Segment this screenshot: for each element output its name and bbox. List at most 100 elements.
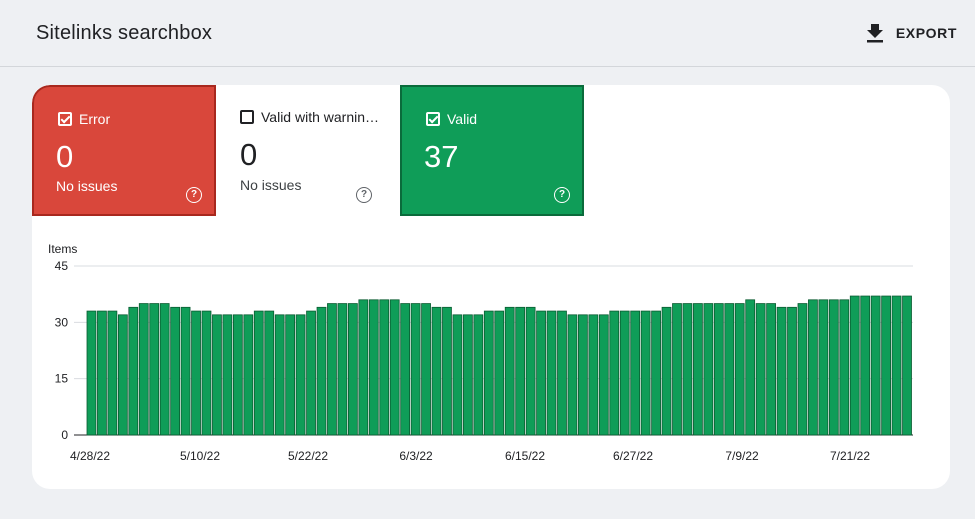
- chart-bar[interactable]: [295, 314, 306, 436]
- chart-bar[interactable]: [682, 303, 693, 436]
- chart-bar[interactable]: [389, 299, 400, 436]
- chart-bar[interactable]: [264, 310, 275, 436]
- checkbox-checked-icon[interactable]: [58, 112, 72, 126]
- x-tick-label: 6/3/22: [399, 449, 433, 463]
- chart-bar[interactable]: [661, 306, 672, 436]
- chart-bar[interactable]: [191, 310, 201, 436]
- chart-bar[interactable]: [232, 314, 243, 436]
- chart-bar[interactable]: [400, 303, 411, 436]
- chart-bar[interactable]: [567, 314, 578, 436]
- tile-valid[interactable]: Valid 37 ?: [400, 85, 584, 216]
- chart-bar[interactable]: [734, 303, 745, 436]
- chart-bar[interactable]: [421, 303, 431, 436]
- chart-bar[interactable]: [368, 299, 379, 436]
- chart-bar[interactable]: [274, 314, 285, 436]
- chart-bar[interactable]: [452, 314, 463, 436]
- chart-bar[interactable]: [180, 306, 191, 436]
- chart-bar[interactable]: [557, 310, 567, 436]
- chart-bar[interactable]: [839, 299, 850, 436]
- chart-bar[interactable]: [337, 303, 348, 436]
- chart-bar[interactable]: [494, 310, 505, 436]
- chart-bar[interactable]: [609, 310, 620, 436]
- chart-bar[interactable]: [745, 299, 756, 436]
- help-icon[interactable]: ?: [186, 187, 202, 203]
- export-button[interactable]: EXPORT: [866, 22, 957, 44]
- chart-bar[interactable]: [598, 314, 609, 436]
- chart-bar[interactable]: [463, 314, 473, 436]
- chart-bar[interactable]: [808, 299, 818, 436]
- chart-bar[interactable]: [243, 314, 254, 436]
- checkbox-unchecked-icon[interactable]: [240, 110, 254, 124]
- chart-bar[interactable]: [316, 306, 327, 436]
- tile-valid-with-warnings[interactable]: Valid with warnin… 0 No issues ?: [216, 85, 400, 216]
- chart-bar[interactable]: [619, 310, 630, 436]
- chart-bar[interactable]: [525, 306, 536, 436]
- chart-bar[interactable]: [870, 295, 881, 436]
- chart-bar[interactable]: [473, 314, 484, 436]
- chart-bar[interactable]: [379, 299, 390, 436]
- chart-bar[interactable]: [170, 306, 181, 436]
- chart-bar[interactable]: [107, 310, 118, 436]
- chart-bar[interactable]: [818, 299, 829, 436]
- chart-bar[interactable]: [546, 310, 557, 436]
- checkbox-checked-icon[interactable]: [426, 112, 440, 126]
- chart-bar[interactable]: [358, 299, 369, 436]
- chart-bar[interactable]: [630, 310, 641, 436]
- chart-bar[interactable]: [253, 310, 264, 436]
- chart-bar[interactable]: [410, 303, 421, 436]
- help-icon[interactable]: ?: [554, 187, 570, 203]
- chart-bar[interactable]: [138, 303, 149, 436]
- chart-bar[interactable]: [891, 295, 902, 436]
- chart-bar[interactable]: [713, 303, 724, 436]
- tile-valid-count: 37: [424, 139, 459, 174]
- x-tick-label: 6/27/22: [613, 449, 653, 463]
- chart-bar[interactable]: [703, 303, 714, 436]
- chart-bar[interactable]: [797, 303, 808, 436]
- help-icon[interactable]: ?: [356, 187, 372, 203]
- chart-bar[interactable]: [672, 303, 682, 436]
- chart-bar[interactable]: [724, 303, 735, 436]
- chart-bar[interactable]: [640, 310, 651, 436]
- tile-error-count: 0: [56, 139, 74, 174]
- chart-bar[interactable]: [159, 303, 170, 436]
- chart-bar[interactable]: [431, 306, 442, 436]
- tile-error[interactable]: Error 0 No issues ?: [32, 85, 216, 216]
- chart-bar[interactable]: [504, 306, 515, 436]
- chart-bar[interactable]: [483, 310, 494, 436]
- x-tick-label: 7/21/22: [830, 449, 870, 463]
- chart-bar[interactable]: [117, 314, 128, 436]
- chart-bar[interactable]: [97, 310, 107, 436]
- chart-bar[interactable]: [201, 310, 212, 436]
- chart-bar[interactable]: [212, 314, 222, 436]
- chart-bar[interactable]: [787, 306, 797, 436]
- y-tick-label: 45: [55, 259, 69, 273]
- chart-bar[interactable]: [222, 314, 233, 436]
- tile-warn-label: Valid with warnin…: [261, 109, 380, 125]
- chart-bar[interactable]: [881, 295, 891, 436]
- tile-valid-label: Valid: [447, 111, 478, 127]
- chart-bar[interactable]: [849, 295, 860, 436]
- chart-bar[interactable]: [766, 303, 776, 436]
- chart-bar[interactable]: [693, 303, 703, 436]
- chart-bar[interactable]: [828, 299, 839, 436]
- chart-bar[interactable]: [149, 303, 160, 436]
- chart-bar[interactable]: [755, 303, 766, 436]
- chart-bar[interactable]: [902, 295, 912, 436]
- items-chart: Items 0 15 30 45 4/28/22 5/10/22 5/22/22 6/3/2…: [32, 216, 950, 489]
- status-card: Error 0 No issues ? Valid with warnin… 0…: [32, 85, 950, 489]
- chart-bar[interactable]: [442, 306, 452, 436]
- chart-bar[interactable]: [285, 314, 296, 436]
- chart-bar[interactable]: [860, 295, 871, 436]
- chart-bar[interactable]: [578, 314, 588, 436]
- chart-bar[interactable]: [536, 310, 546, 436]
- chart-bar[interactable]: [306, 310, 316, 436]
- chart-bar[interactable]: [128, 306, 139, 436]
- chart-bar[interactable]: [347, 303, 358, 436]
- x-tick-label: 7/9/22: [725, 449, 759, 463]
- chart-bar[interactable]: [515, 306, 526, 436]
- chart-bar[interactable]: [86, 310, 97, 436]
- chart-bar[interactable]: [588, 314, 599, 436]
- chart-bar[interactable]: [327, 303, 337, 436]
- chart-bar[interactable]: [651, 310, 661, 436]
- chart-bar[interactable]: [776, 306, 787, 436]
